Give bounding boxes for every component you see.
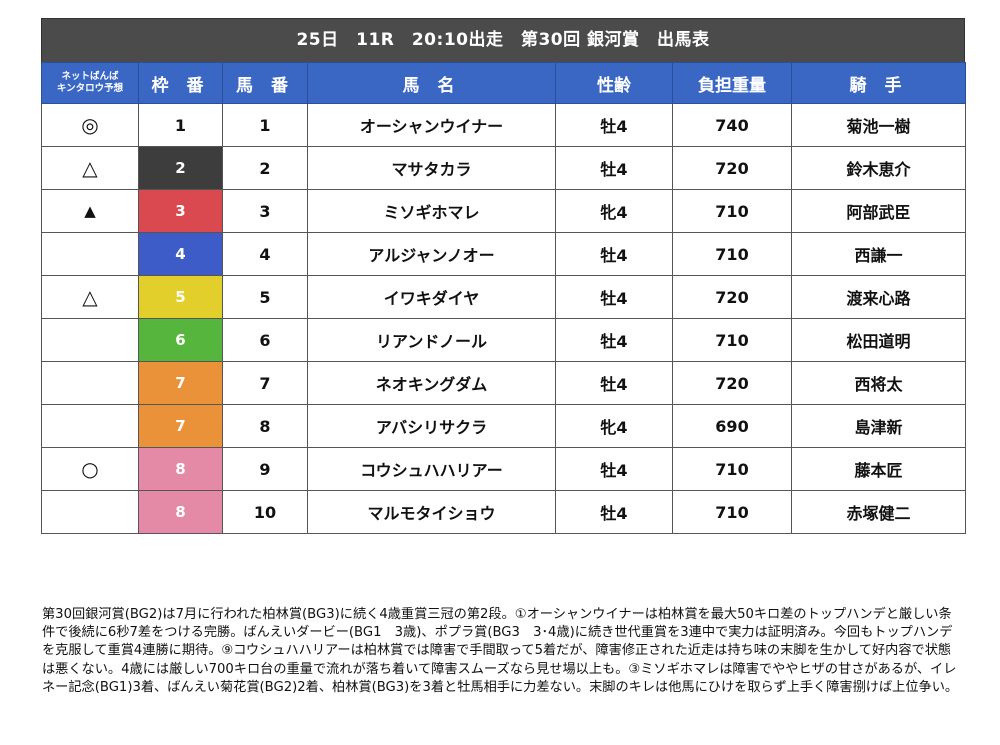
jockey-name: 赤塚健二 (791, 490, 966, 534)
horse-number: 1 (222, 103, 308, 147)
prediction-mark (41, 490, 139, 534)
horse-name: アルジャンノオー (307, 232, 556, 276)
carried-weight: 720 (672, 275, 792, 319)
prediction-mark: △ (41, 146, 139, 190)
prediction-mark: △ (41, 275, 139, 319)
header-sex-age: 性齢 (555, 62, 673, 104)
horse-name: コウシュハハリアー (307, 447, 556, 491)
waku-number: 7 (138, 361, 223, 405)
prediction-mark (41, 318, 139, 362)
waku-number: 7 (138, 404, 223, 448)
sex-age: 牡4 (555, 490, 673, 534)
horse-name: ミソギホマレ (307, 189, 556, 233)
waku-number: 8 (138, 447, 223, 491)
header-jockey: 騎 手 (791, 62, 966, 104)
sex-age: 牡4 (555, 447, 673, 491)
table-row: 4 4 アルジャンノオー 牡4 710 西謙一 (41, 232, 966, 276)
sex-age: 牡4 (555, 146, 673, 190)
sex-age: 牡4 (555, 361, 673, 405)
waku-number: 4 (138, 232, 223, 276)
horse-number: 4 (222, 232, 308, 276)
carried-weight: 710 (672, 447, 792, 491)
horse-number: 8 (222, 404, 308, 448)
jockey-name: 松田道明 (791, 318, 966, 362)
table-row: 7 8 アバシリサクラ 牝4 690 島津新 (41, 404, 966, 448)
prediction-mark: ▲ (41, 189, 139, 233)
table-row: ◎ 1 1 オーシャンウイナー 牡4 740 菊池一樹 (41, 103, 966, 147)
carried-weight: 710 (672, 318, 792, 362)
carried-weight: 690 (672, 404, 792, 448)
horse-name: アバシリサクラ (307, 404, 556, 448)
table-row: △ 5 5 イワキダイヤ 牡4 720 渡来心路 (41, 275, 966, 319)
header-row: ネットばんば キンタロウ予想 枠 番 馬 番 馬 名 性齢 負担重量 騎 手 (41, 62, 966, 104)
header-weight: 負担重量 (672, 62, 792, 104)
carried-weight: 720 (672, 146, 792, 190)
table-row: ○ 8 9 コウシュハハリアー 牡4 710 藤本匠 (41, 447, 966, 491)
waku-number: 1 (138, 103, 223, 147)
waku-number: 5 (138, 275, 223, 319)
carried-weight: 710 (672, 189, 792, 233)
table-row: 7 7 ネオキングダム 牡4 720 西将太 (41, 361, 966, 405)
waku-number: 2 (138, 146, 223, 190)
header-waku: 枠 番 (138, 62, 223, 104)
race-title: 25日 11R 20:10出走 第30回 銀河賞 出馬表 (41, 18, 965, 62)
table-row: 6 6 リアンドノール 牡4 710 松田道明 (41, 318, 966, 362)
carried-weight: 740 (672, 103, 792, 147)
horse-number: 7 (222, 361, 308, 405)
carried-weight: 710 (672, 232, 792, 276)
header-name: 馬 名 (307, 62, 556, 104)
header-prediction-line2: キンタロウ予想 (56, 83, 124, 94)
jockey-name: 藤本匠 (791, 447, 966, 491)
horse-name: リアンドノール (307, 318, 556, 362)
horse-number: 5 (222, 275, 308, 319)
entry-body: ◎ 1 1 オーシャンウイナー 牡4 740 菊池一樹 △ 2 2 マサタカラ 牡4 720 鈴木恵介 ▲ 3… (41, 103, 966, 534)
jockey-name: 西謙一 (791, 232, 966, 276)
table-row: △ 2 2 マサタカラ 牡4 720 鈴木恵介 (41, 146, 966, 190)
waku-number: 8 (138, 490, 223, 534)
horse-number: 6 (222, 318, 308, 362)
header-umaban: 馬 番 (222, 62, 308, 104)
prediction-mark: ○ (41, 447, 139, 491)
jockey-name: 鈴木恵介 (791, 146, 966, 190)
sex-age: 牡4 (555, 103, 673, 147)
jockey-name: 島津新 (791, 404, 966, 448)
horse-number: 10 (222, 490, 308, 534)
sex-age: 牡4 (555, 318, 673, 362)
horse-name: マルモタイショウ (307, 490, 556, 534)
sex-age: 牡4 (555, 232, 673, 276)
waku-number: 6 (138, 318, 223, 362)
header-prediction: ネットばんば キンタロウ予想 (41, 62, 139, 104)
prediction-mark (41, 404, 139, 448)
sex-age: 牝4 (555, 189, 673, 233)
race-commentary: 第30回銀河賞(BG2)は7月に行われた柏林賞(BG3)に続く4歳重賞三冠の第2… (42, 607, 959, 695)
carried-weight: 720 (672, 361, 792, 405)
horse-number: 3 (222, 189, 308, 233)
horse-name: イワキダイヤ (307, 275, 556, 319)
prediction-mark (41, 361, 139, 405)
table-row: 8 10 マルモタイショウ 牡4 710 赤塚健二 (41, 490, 966, 534)
carried-weight: 710 (672, 490, 792, 534)
jockey-name: 菊池一樹 (791, 103, 966, 147)
horse-number: 2 (222, 146, 308, 190)
prediction-mark: ◎ (41, 103, 139, 147)
jockey-name: 渡来心路 (791, 275, 966, 319)
jockey-name: 西将太 (791, 361, 966, 405)
prediction-mark (41, 232, 139, 276)
header-prediction-line1: ネットばんば (61, 71, 119, 82)
race-card: 25日 11R 20:10出走 第30回 銀河賞 出馬表 ネットばんば キンタロ… (41, 18, 966, 534)
horse-name: オーシャンウイナー (307, 103, 556, 147)
jockey-name: 阿部武臣 (791, 189, 966, 233)
horse-name: ネオキングダム (307, 361, 556, 405)
sex-age: 牝4 (555, 404, 673, 448)
sex-age: 牡4 (555, 275, 673, 319)
horse-name: マサタカラ (307, 146, 556, 190)
entry-table: ネットばんば キンタロウ予想 枠 番 馬 番 馬 名 性齢 負担重量 騎 手 ◎… (41, 62, 966, 534)
horse-number: 9 (222, 447, 308, 491)
waku-number: 3 (138, 189, 223, 233)
table-row: ▲ 3 3 ミソギホマレ 牝4 710 阿部武臣 (41, 189, 966, 233)
